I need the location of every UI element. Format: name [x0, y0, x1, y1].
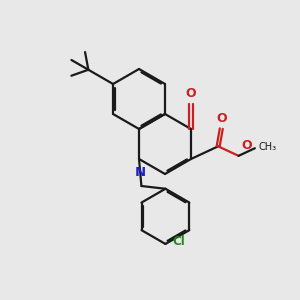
Text: CH₃: CH₃ [259, 142, 277, 152]
Text: O: O [241, 139, 252, 152]
Text: O: O [216, 112, 226, 125]
Text: O: O [186, 87, 196, 100]
Text: N: N [135, 166, 146, 178]
Text: Cl: Cl [172, 235, 185, 248]
